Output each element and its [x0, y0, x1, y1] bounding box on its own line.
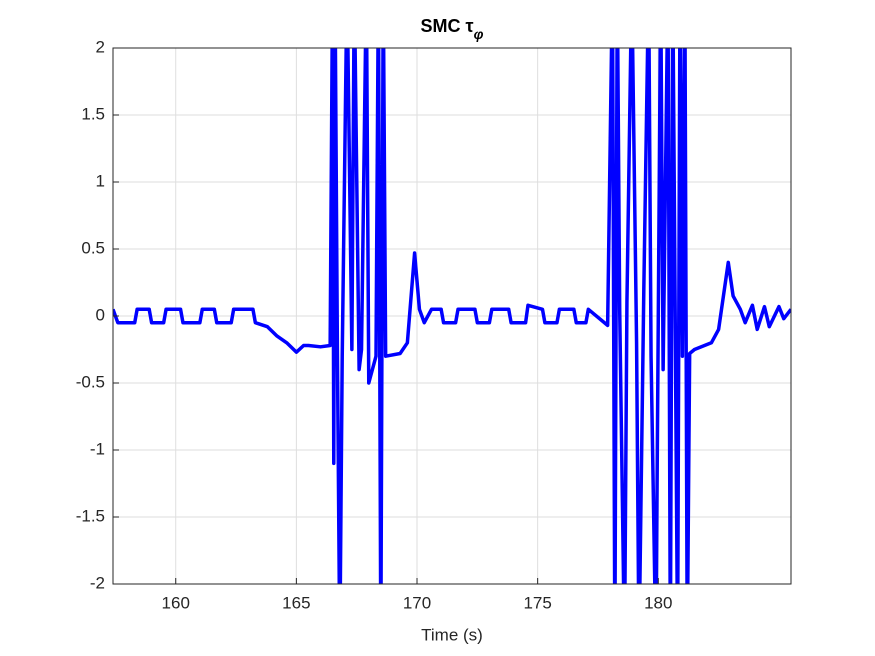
chart-title: SMC τφ — [421, 16, 484, 42]
y-tick-label: -1 — [90, 439, 105, 458]
y-tick-label: 0 — [96, 305, 105, 324]
y-tick-label: -1.5 — [76, 506, 105, 525]
x-axis-label: Time (s) — [421, 625, 483, 644]
y-tick-label: 0.5 — [81, 238, 105, 257]
x-tick-label: 175 — [523, 593, 551, 612]
title-subscript: φ — [474, 26, 484, 42]
lines — [113, 48, 791, 584]
y-tick-label: -2 — [90, 573, 105, 592]
x-tick-label: 170 — [403, 593, 431, 612]
line-series — [113, 48, 791, 584]
title-text: SMC τ — [421, 16, 474, 36]
x-tick-label: 160 — [162, 593, 190, 612]
y-tick-label: 2 — [96, 37, 105, 56]
y-tick-label: 1.5 — [81, 104, 105, 123]
y-tick-label: -0.5 — [76, 372, 105, 391]
y-tick-label: 1 — [96, 171, 105, 190]
x-tick-label: 165 — [282, 593, 310, 612]
x-tick-label: 180 — [644, 593, 672, 612]
